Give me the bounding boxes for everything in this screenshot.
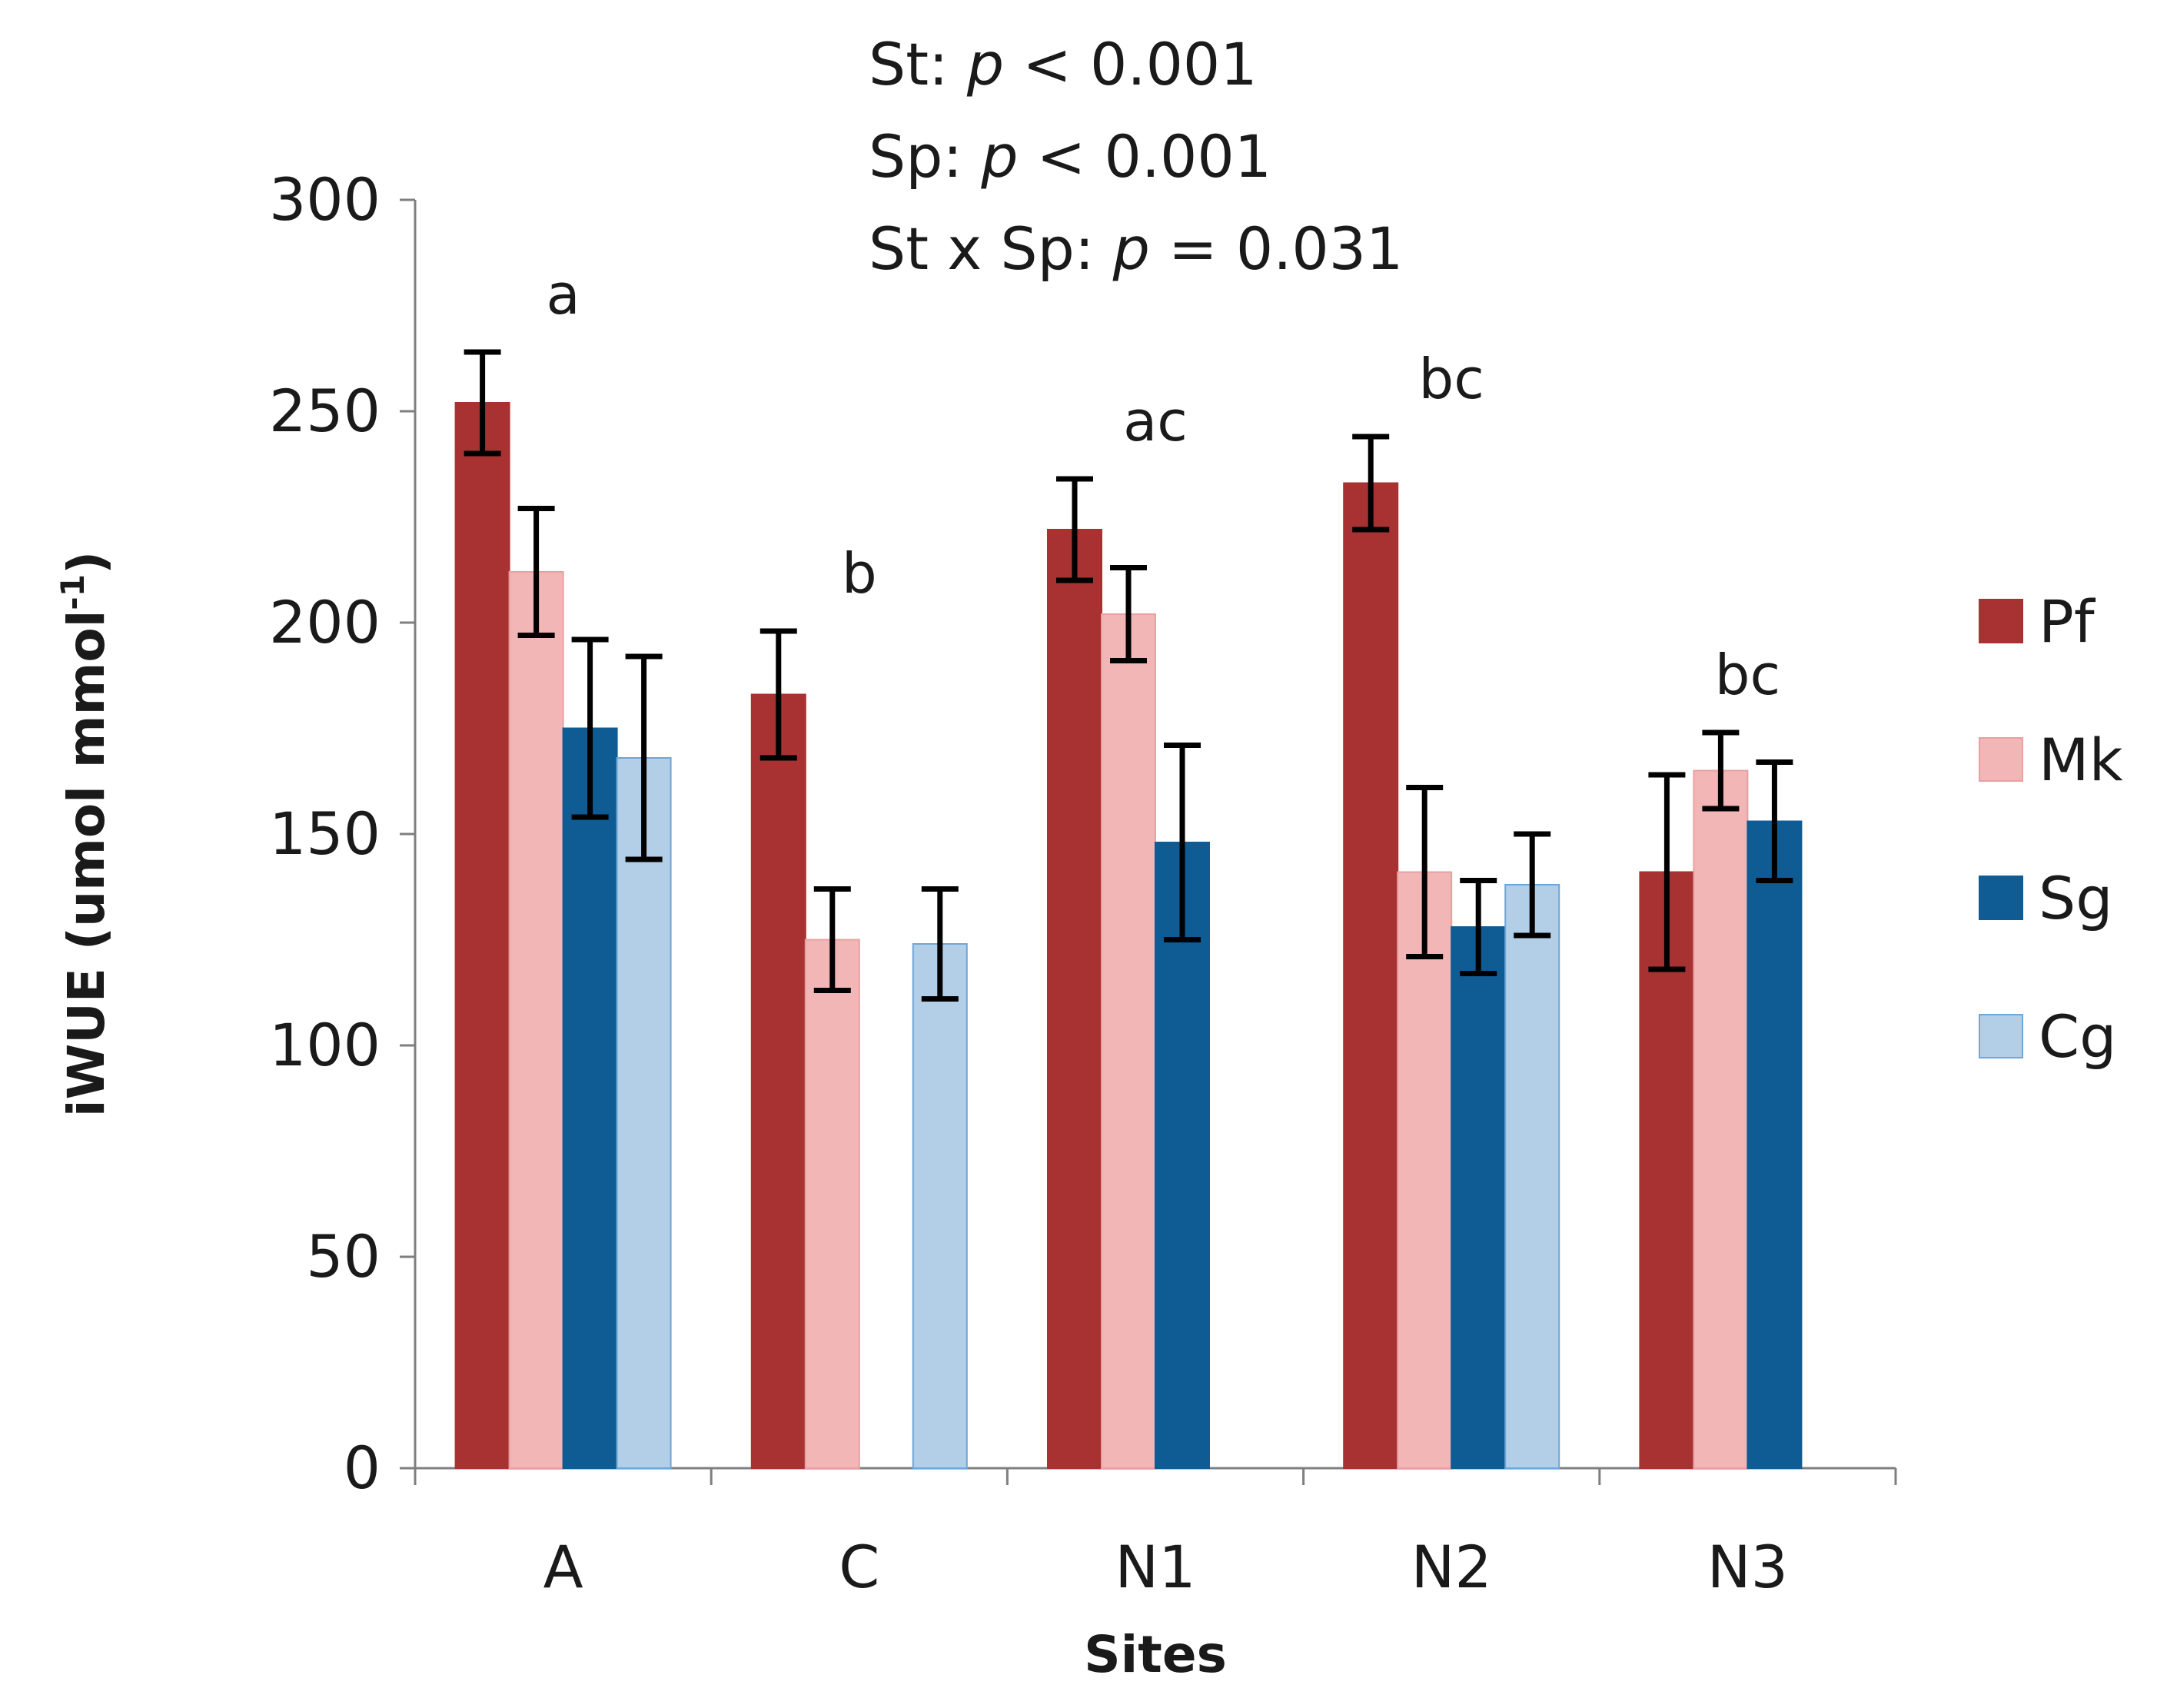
bar-sg-n2 [1451, 926, 1507, 1469]
legend-swatch-mk [1979, 737, 2023, 782]
error-bar-cg-a [625, 653, 663, 862]
bar-pf-n1 [1047, 529, 1102, 1469]
y-tick-label: 0 [344, 1434, 381, 1502]
error-bar-mk-n2 [1406, 785, 1444, 959]
error-bar-sg-n2 [1460, 878, 1497, 976]
bar-mk-n3 [1693, 769, 1749, 1469]
x-tick-label: N3 [1707, 1533, 1788, 1601]
bar-pf-c [750, 693, 806, 1469]
legend-label-mk: Mk [2039, 726, 2123, 794]
bar-mk-n1 [1101, 613, 1156, 1469]
y-tick-label: 250 [269, 377, 381, 445]
y-ticks: 0 50 100 150 200 250 300 [269, 165, 415, 1502]
x-tick-label: N1 [1115, 1533, 1195, 1601]
significance-letter: bc [1715, 643, 1780, 707]
legend-label-pf: Pf [2039, 587, 2096, 656]
bar-pf-n2 [1343, 482, 1399, 1469]
error-bar-pf-n2 [1352, 434, 1390, 533]
legend-swatch-cg [1979, 1014, 2023, 1058]
legend: Pf Mk Sg Cg [1979, 587, 2123, 1071]
legend-swatch-sg [1979, 876, 2023, 920]
bar-pf-a [454, 402, 510, 1469]
legend-label-sg: Sg [2039, 864, 2112, 932]
bar-sg-a [562, 727, 618, 1469]
legend-label-cg: Cg [2039, 1002, 2116, 1071]
y-tick-label: 200 [269, 588, 381, 656]
legend-swatch-pf [1979, 599, 2023, 643]
significance-letter: a [547, 262, 580, 327]
error-bar-cg-n2 [1514, 831, 1551, 939]
error-bar-cg-c [921, 886, 959, 1002]
error-bars [464, 349, 1793, 1002]
bar-sg-n1 [1155, 842, 1210, 1469]
svg-text:iWUE (umol mmol-1): iWUE (umol mmol-1) [54, 551, 116, 1117]
error-bar-pf-c [759, 628, 797, 761]
stat-line-sp: Sp: p < 0.001 [869, 122, 1271, 191]
error-bar-mk-n1 [1110, 565, 1147, 663]
x-ticks: A C N1 N2 N3 [414, 1468, 1897, 1601]
y-tick-label: 150 [269, 799, 381, 868]
error-bar-sg-a [571, 636, 609, 820]
x-tick-label: C [839, 1533, 879, 1601]
y-tick-label: 100 [269, 1011, 381, 1079]
x-tick-label: N2 [1411, 1533, 1492, 1601]
error-bar-pf-n3 [1648, 772, 1686, 972]
x-axis-title: Sites [1084, 1625, 1227, 1684]
error-bar-sg-n3 [1756, 759, 1793, 883]
error-bar-mk-n3 [1702, 729, 1740, 812]
stat-line-interaction: St x Sp: p = 0.031 [869, 214, 1403, 283]
significance-letter: bc [1419, 347, 1484, 411]
bar-mk-n2 [1397, 871, 1453, 1469]
x-tick-label: A [543, 1533, 583, 1601]
bar-sg-n3 [1747, 820, 1803, 1469]
y-tick-label: 50 [306, 1222, 381, 1291]
error-bar-mk-c [813, 886, 851, 993]
stats-annotation: St: p < 0.001 Sp: p < 0.001 St x Sp: p =… [869, 30, 1403, 283]
significance-letters: a b ac bc bc [547, 262, 1781, 707]
error-bar-pf-a [464, 349, 501, 457]
bars [454, 402, 1803, 1469]
error-bar-pf-n1 [1056, 476, 1093, 583]
bar-cg-c [912, 943, 968, 1469]
error-bar-sg-n1 [1164, 743, 1201, 942]
y-tick-label: 300 [269, 165, 381, 234]
bar-mk-c [804, 939, 860, 1469]
error-bar-mk-a [517, 506, 555, 638]
stat-line-st: St: p < 0.001 [869, 30, 1258, 98]
y-axis-title: iWUE (umol mmol-1) [54, 551, 116, 1117]
significance-letter: ac [1123, 389, 1188, 454]
bar-mk-a [508, 571, 564, 1469]
bar-cg-n2 [1504, 884, 1560, 1469]
bar-cg-a [616, 757, 672, 1469]
significance-letter: b [842, 541, 877, 606]
